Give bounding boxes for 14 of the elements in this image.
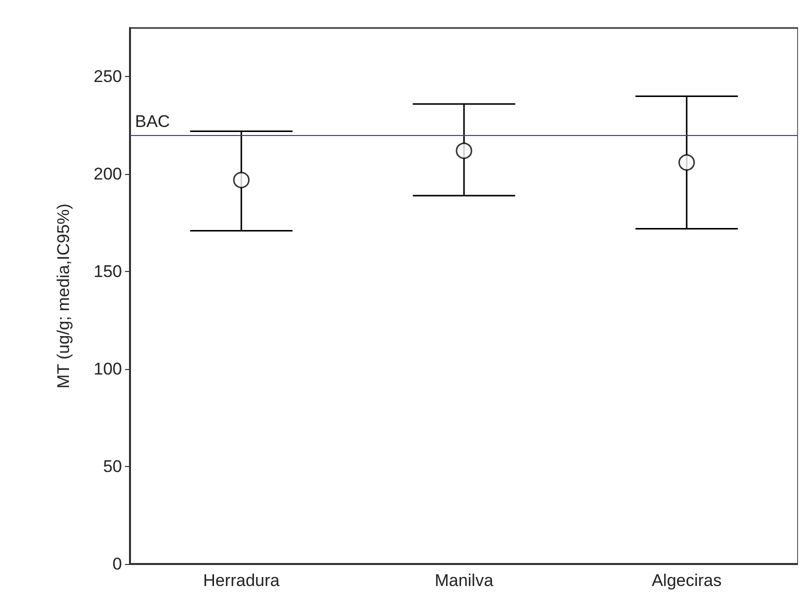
point bbox=[678, 154, 695, 171]
y-tick-label: 50 bbox=[103, 457, 122, 476]
y-tick-label: 250 bbox=[94, 67, 122, 86]
y-tick-label: 0 bbox=[112, 554, 122, 574]
x-tick-label: Herradura bbox=[203, 571, 280, 590]
y-tick-label: 200 bbox=[94, 164, 122, 184]
x-tick-label: Manilva bbox=[434, 571, 494, 590]
y-tick-label: 150 bbox=[94, 262, 122, 282]
point bbox=[456, 142, 472, 160]
y-tick-label: 100 bbox=[94, 360, 122, 379]
x-tick-label: Algeciras bbox=[652, 571, 722, 590]
y-axis-title: MT (ug/g; media,IC95%) bbox=[54, 204, 73, 388]
point bbox=[233, 172, 250, 188]
ref-line-label: BAC bbox=[135, 112, 170, 132]
